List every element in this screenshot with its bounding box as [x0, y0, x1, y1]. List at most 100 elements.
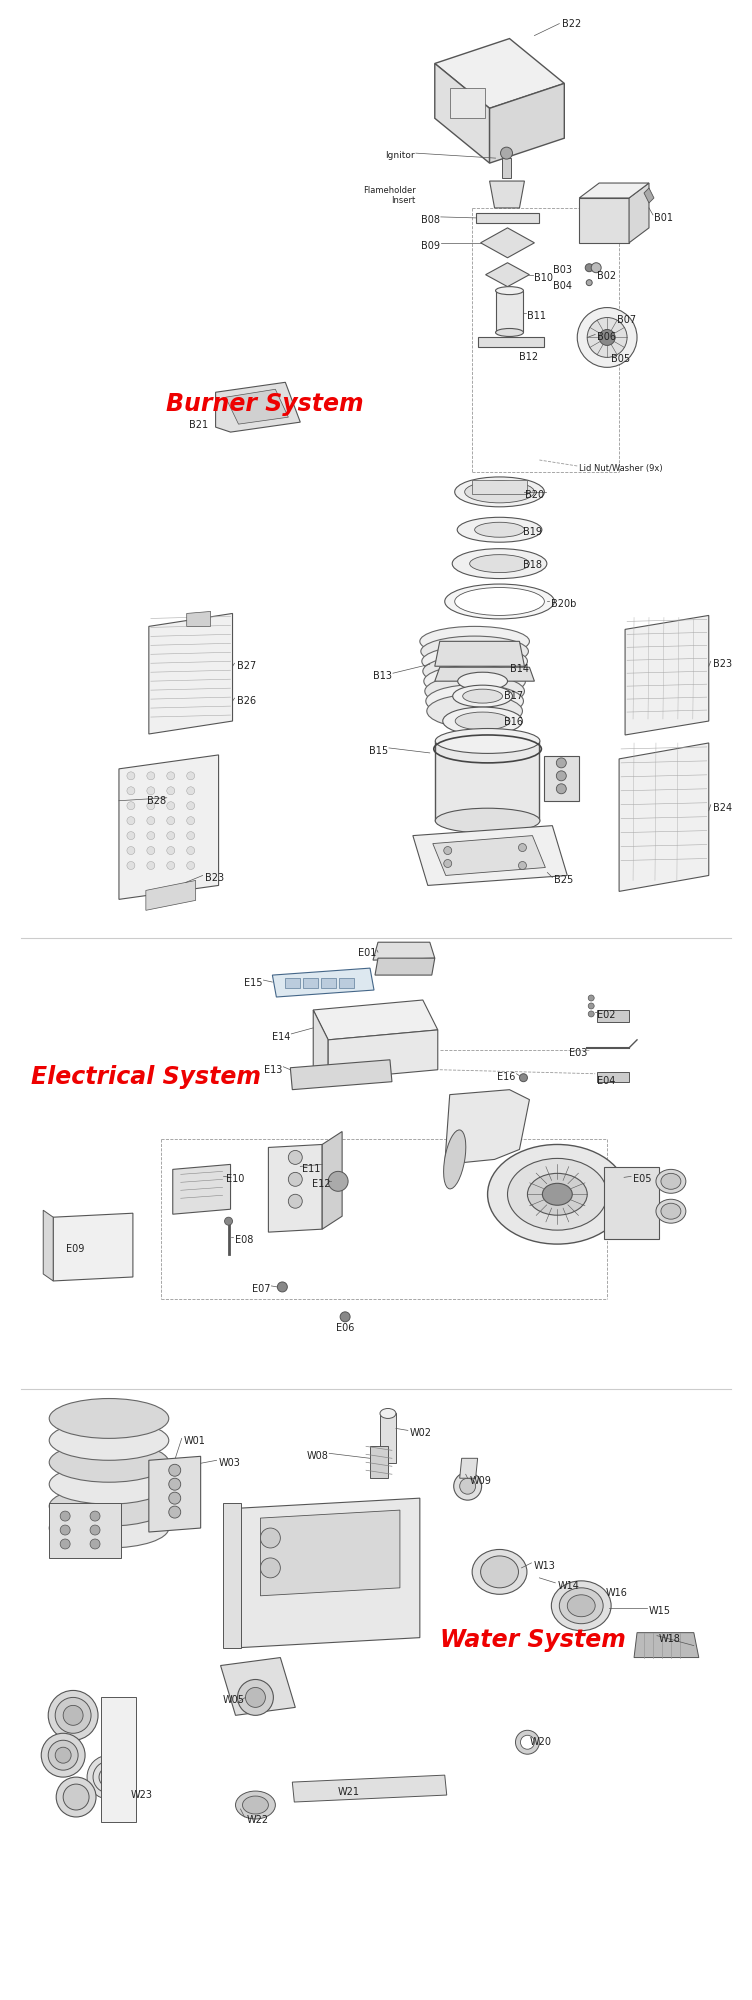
Circle shape	[48, 1740, 78, 1770]
Circle shape	[453, 1472, 481, 1500]
Text: W08: W08	[306, 1452, 328, 1462]
Circle shape	[556, 758, 566, 768]
Polygon shape	[186, 612, 211, 626]
Circle shape	[186, 862, 195, 870]
Polygon shape	[149, 1456, 201, 1532]
Circle shape	[56, 1778, 96, 1816]
Text: B09: B09	[421, 240, 440, 250]
Text: B12: B12	[520, 352, 538, 362]
Ellipse shape	[453, 686, 513, 708]
Text: W18: W18	[659, 1634, 681, 1644]
Ellipse shape	[455, 712, 510, 730]
Circle shape	[518, 862, 526, 870]
Circle shape	[41, 1734, 85, 1778]
Circle shape	[444, 860, 452, 868]
Polygon shape	[268, 1144, 322, 1232]
Text: E12: E12	[311, 1180, 330, 1190]
Polygon shape	[579, 198, 629, 242]
Ellipse shape	[496, 286, 523, 294]
Text: Water System: Water System	[440, 1628, 626, 1652]
Polygon shape	[481, 228, 535, 258]
Ellipse shape	[49, 1420, 168, 1460]
Polygon shape	[450, 88, 484, 118]
Text: W14: W14	[557, 1580, 579, 1590]
Ellipse shape	[475, 522, 524, 538]
Ellipse shape	[422, 646, 527, 676]
Polygon shape	[486, 262, 529, 286]
Text: E09: E09	[66, 1244, 84, 1254]
Ellipse shape	[49, 1398, 168, 1438]
Text: B17: B17	[504, 692, 523, 702]
Ellipse shape	[661, 1174, 681, 1190]
Polygon shape	[285, 978, 300, 988]
Polygon shape	[339, 978, 354, 988]
Circle shape	[127, 862, 135, 870]
Text: W21: W21	[338, 1788, 360, 1798]
Text: B08: B08	[421, 214, 440, 224]
Text: E11: E11	[302, 1164, 320, 1174]
Text: E02: E02	[597, 1010, 616, 1020]
Text: Ignitor: Ignitor	[385, 152, 415, 160]
Polygon shape	[146, 880, 196, 910]
Text: E04: E04	[597, 1076, 616, 1086]
Circle shape	[186, 816, 195, 824]
Polygon shape	[241, 1498, 420, 1648]
Polygon shape	[53, 1214, 133, 1280]
Circle shape	[556, 770, 566, 780]
Circle shape	[225, 1218, 232, 1226]
Ellipse shape	[49, 1486, 168, 1526]
Text: Burner System: Burner System	[165, 392, 363, 416]
Polygon shape	[272, 968, 374, 998]
Text: E03: E03	[569, 1048, 587, 1058]
Circle shape	[55, 1698, 91, 1734]
Circle shape	[167, 816, 174, 824]
Text: B20: B20	[526, 490, 544, 500]
Text: W13: W13	[533, 1560, 555, 1570]
Ellipse shape	[457, 518, 542, 542]
Ellipse shape	[470, 554, 529, 572]
Ellipse shape	[656, 1200, 686, 1224]
Circle shape	[55, 1748, 71, 1764]
Circle shape	[588, 1002, 594, 1008]
Text: B27: B27	[237, 662, 256, 672]
Polygon shape	[597, 1072, 629, 1082]
Polygon shape	[435, 642, 524, 666]
Ellipse shape	[423, 656, 526, 686]
Text: B01: B01	[654, 212, 673, 222]
Text: B03: B03	[553, 264, 572, 274]
Polygon shape	[435, 38, 564, 108]
Circle shape	[127, 802, 135, 810]
Circle shape	[288, 1194, 302, 1208]
Circle shape	[186, 786, 195, 794]
Text: W15: W15	[649, 1606, 671, 1616]
Polygon shape	[634, 1632, 699, 1658]
Circle shape	[167, 786, 174, 794]
Polygon shape	[149, 614, 232, 734]
Text: E10: E10	[226, 1174, 244, 1184]
Circle shape	[186, 846, 195, 854]
Ellipse shape	[49, 1442, 168, 1482]
Circle shape	[520, 1074, 527, 1082]
Circle shape	[168, 1506, 180, 1518]
Polygon shape	[604, 1168, 659, 1240]
Ellipse shape	[444, 584, 554, 618]
Circle shape	[147, 832, 155, 840]
Polygon shape	[490, 84, 564, 164]
Circle shape	[167, 832, 174, 840]
Text: W05: W05	[223, 1696, 244, 1706]
Circle shape	[167, 772, 174, 780]
Polygon shape	[490, 182, 524, 208]
Text: B07: B07	[617, 314, 636, 324]
Ellipse shape	[462, 690, 502, 704]
Circle shape	[328, 1172, 348, 1192]
Text: W01: W01	[183, 1436, 205, 1446]
Text: B15: B15	[368, 746, 388, 756]
Circle shape	[518, 844, 526, 852]
Ellipse shape	[455, 476, 544, 506]
Circle shape	[599, 330, 615, 346]
Polygon shape	[435, 64, 490, 164]
Text: B14: B14	[510, 664, 529, 674]
Circle shape	[93, 1762, 125, 1794]
Ellipse shape	[527, 1174, 587, 1216]
Text: B10: B10	[535, 272, 553, 282]
